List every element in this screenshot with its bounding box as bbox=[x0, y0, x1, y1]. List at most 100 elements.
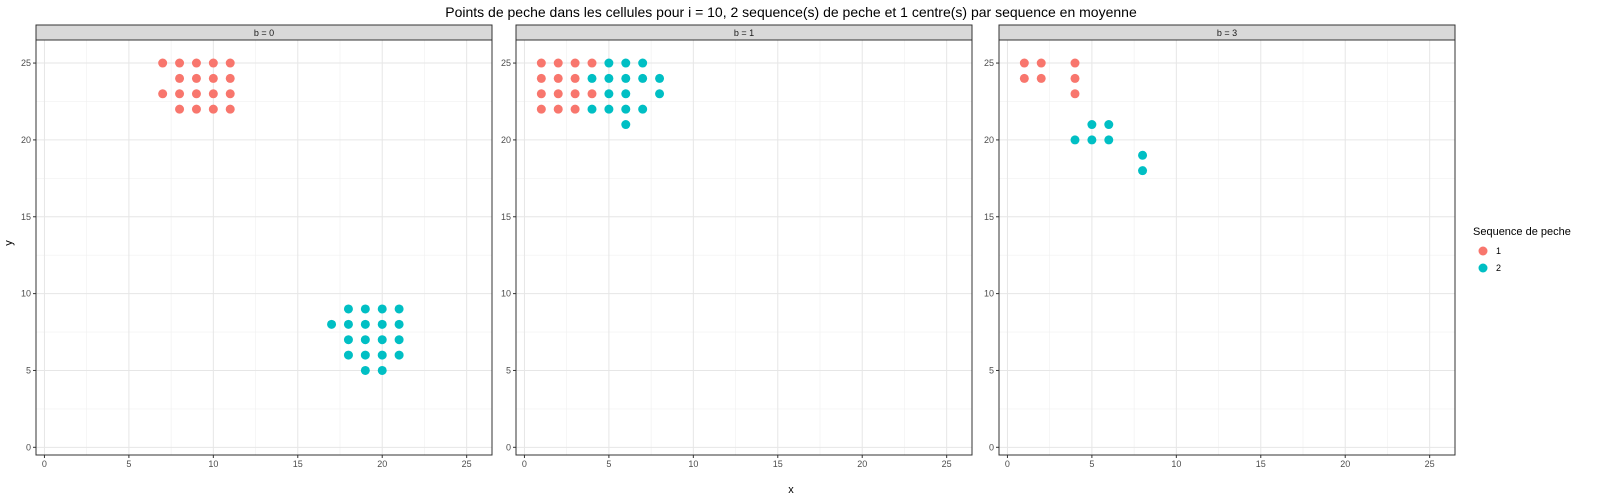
y-tick-label: 25 bbox=[984, 58, 994, 68]
data-point-seq-1 bbox=[587, 58, 597, 68]
data-point-seq-1 bbox=[208, 89, 218, 99]
data-point-seq-1 bbox=[175, 73, 185, 83]
y-tick-label: 20 bbox=[984, 135, 994, 145]
legend-label-1: 1 bbox=[1496, 246, 1501, 256]
data-point-seq-1 bbox=[570, 89, 580, 99]
x-tick-label: 5 bbox=[126, 459, 131, 469]
data-point-seq-2 bbox=[394, 304, 404, 314]
x-tick-label: 25 bbox=[1425, 459, 1435, 469]
legend-title: Sequence de peche bbox=[1473, 226, 1571, 238]
data-point-seq-2 bbox=[621, 120, 631, 130]
data-point-seq-2 bbox=[604, 104, 614, 114]
x-tick-label: 25 bbox=[942, 459, 952, 469]
x-tick-label: 10 bbox=[1171, 459, 1181, 469]
x-axis-title: x bbox=[788, 484, 794, 496]
data-point-seq-1 bbox=[158, 89, 168, 99]
data-point-seq-1 bbox=[158, 58, 168, 68]
data-point-seq-2 bbox=[377, 335, 387, 345]
legend-key-2 bbox=[1478, 263, 1488, 273]
data-point-seq-2 bbox=[655, 89, 665, 99]
data-point-seq-2 bbox=[377, 304, 387, 314]
data-point-seq-1 bbox=[225, 104, 235, 114]
data-point-seq-1 bbox=[570, 73, 580, 83]
data-point-seq-2 bbox=[394, 319, 404, 329]
chart-title: Points de peche dans les cellules pour i… bbox=[445, 4, 1137, 20]
y-tick-label: 10 bbox=[501, 289, 511, 299]
data-point-seq-1 bbox=[225, 58, 235, 68]
y-tick-label: 0 bbox=[989, 442, 994, 452]
data-point-seq-1 bbox=[1019, 58, 1029, 68]
panel-background bbox=[999, 40, 1455, 455]
data-point-seq-1 bbox=[553, 104, 563, 114]
data-point-seq-2 bbox=[360, 365, 370, 375]
data-point-seq-1 bbox=[553, 58, 563, 68]
data-point-seq-1 bbox=[191, 89, 201, 99]
data-point-seq-1 bbox=[553, 73, 563, 83]
data-point-seq-1 bbox=[208, 73, 218, 83]
facet-strip-label: b = 3 bbox=[1217, 28, 1237, 38]
data-point-seq-1 bbox=[191, 73, 201, 83]
data-point-seq-2 bbox=[343, 304, 353, 314]
facet-panels: b = 0 0 5 10 15 20 25 0 5 10 15 20 25 b = 1 0 5 10 15 20 25… bbox=[21, 24, 1456, 469]
facet-strip-label: b = 1 bbox=[734, 28, 754, 38]
data-point-seq-1 bbox=[570, 104, 580, 114]
data-point-seq-2 bbox=[343, 319, 353, 329]
data-point-seq-1 bbox=[1019, 73, 1029, 83]
y-tick-label: 5 bbox=[506, 365, 511, 375]
legend-key-1 bbox=[1478, 246, 1488, 256]
x-tick-label: 20 bbox=[1340, 459, 1350, 469]
x-tick-label: 5 bbox=[1089, 459, 1094, 469]
data-point-seq-2 bbox=[360, 350, 370, 360]
y-tick-label: 5 bbox=[989, 365, 994, 375]
legend-label-2: 2 bbox=[1496, 263, 1501, 273]
data-point-seq-1 bbox=[536, 58, 546, 68]
data-point-seq-1 bbox=[1070, 89, 1080, 99]
legend: Sequence de peche 1 2 bbox=[1473, 226, 1571, 273]
panel-border bbox=[515, 39, 973, 456]
data-point-seq-2 bbox=[394, 335, 404, 345]
data-point-seq-1 bbox=[570, 58, 580, 68]
y-tick-label: 10 bbox=[21, 289, 31, 299]
facet-panel-1: b = 1 0 5 10 15 20 25 0 5 10 15 20 25 bbox=[501, 24, 973, 469]
y-tick-label: 15 bbox=[21, 212, 31, 222]
data-point-seq-2 bbox=[621, 73, 631, 83]
x-tick-label: 15 bbox=[293, 459, 303, 469]
data-point-seq-1 bbox=[553, 89, 563, 99]
y-tick-label: 5 bbox=[26, 365, 31, 375]
y-tick-label: 25 bbox=[21, 58, 31, 68]
data-point-seq-2 bbox=[1104, 135, 1114, 145]
data-point-seq-1 bbox=[536, 73, 546, 83]
data-point-seq-2 bbox=[604, 58, 614, 68]
data-point-seq-1 bbox=[536, 89, 546, 99]
data-point-seq-1 bbox=[175, 58, 185, 68]
data-point-seq-1 bbox=[175, 89, 185, 99]
x-tick-label: 10 bbox=[688, 459, 698, 469]
panel-background bbox=[516, 40, 972, 455]
data-point-seq-2 bbox=[377, 365, 387, 375]
x-tick-label: 25 bbox=[462, 459, 472, 469]
x-tick-label: 20 bbox=[857, 459, 867, 469]
data-point-seq-2 bbox=[1087, 120, 1097, 130]
y-tick-label: 0 bbox=[506, 442, 511, 452]
data-point-seq-2 bbox=[1138, 166, 1148, 176]
panel-background bbox=[36, 40, 492, 455]
facet-strip-label: b = 0 bbox=[254, 28, 274, 38]
x-tick-label: 0 bbox=[1005, 459, 1010, 469]
x-tick-label: 0 bbox=[522, 459, 527, 469]
data-point-seq-1 bbox=[1036, 58, 1046, 68]
data-point-seq-1 bbox=[191, 104, 201, 114]
data-point-seq-1 bbox=[208, 104, 218, 114]
data-point-seq-2 bbox=[343, 335, 353, 345]
y-tick-label: 15 bbox=[984, 212, 994, 222]
data-point-seq-2 bbox=[377, 350, 387, 360]
data-point-seq-1 bbox=[1070, 73, 1080, 83]
x-tick-label: 15 bbox=[1256, 459, 1266, 469]
x-tick-label: 15 bbox=[773, 459, 783, 469]
facet-panel-0: b = 0 0 5 10 15 20 25 0 5 10 15 20 25 bbox=[21, 24, 493, 469]
data-point-seq-2 bbox=[360, 304, 370, 314]
x-tick-label: 5 bbox=[606, 459, 611, 469]
data-point-seq-1 bbox=[587, 89, 597, 99]
data-point-seq-2 bbox=[621, 104, 631, 114]
x-tick-label: 0 bbox=[42, 459, 47, 469]
facet-panel-2: b = 3 0 5 10 15 20 25 0 5 10 15 20 25 bbox=[984, 24, 1456, 469]
